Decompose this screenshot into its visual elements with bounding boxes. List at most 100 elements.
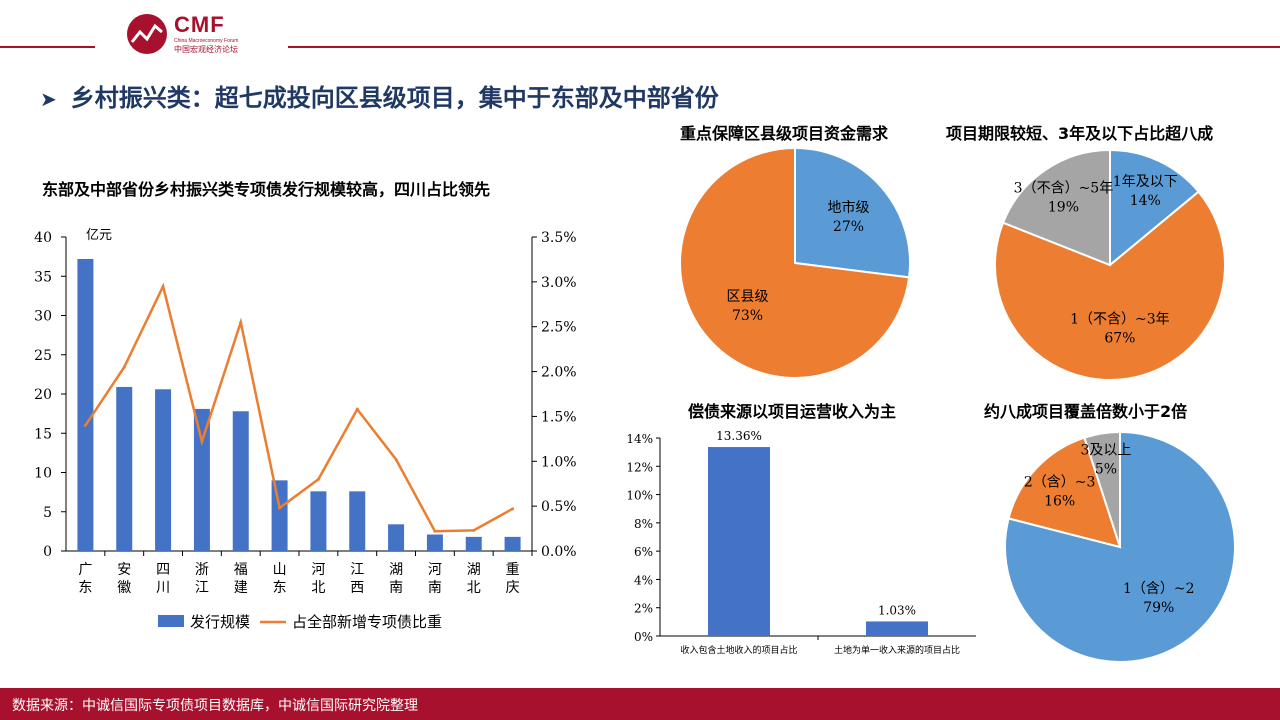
y-axis-unit-label: 亿元 bbox=[86, 228, 112, 243]
bar-value-label: 1.03% bbox=[878, 603, 916, 617]
bar bbox=[116, 386, 133, 551]
cmf-logo: CMF China Macroeconomy Forum 中国宏观经济论坛 bbox=[125, 10, 285, 60]
x-tick-label: 收入包含土地收入的项目占比 bbox=[680, 644, 797, 656]
x-tick-label-char: 重 bbox=[506, 562, 520, 578]
x-tick-label-char: 北 bbox=[311, 580, 325, 596]
line-point bbox=[511, 507, 515, 511]
chart-title-level-pie: 重点保障区县级项目资金需求 bbox=[680, 124, 889, 143]
x-tick-label-char: 川 bbox=[156, 580, 170, 596]
y-tick-label: 12% bbox=[626, 460, 653, 474]
bar bbox=[310, 491, 327, 551]
share-line bbox=[84, 282, 514, 533]
line-point bbox=[83, 423, 87, 427]
pie-slice bbox=[1001, 148, 1111, 267]
chart-title-coverage-pie: 约八成项目覆盖倍数小于2倍 bbox=[984, 402, 1188, 421]
repayment-bar-chart: 0% 2% 4% 6% 8% 10% 12% 14% 13.36% 收入包含土地收入的项目占比 1.… bbox=[626, 429, 976, 656]
pie-value-label: 73% bbox=[732, 308, 763, 324]
x-tick-label-char: 安 bbox=[117, 562, 131, 578]
y-tick-label-left: 30 bbox=[34, 309, 52, 325]
pie-value-label: 67% bbox=[1104, 330, 1135, 346]
bar bbox=[155, 389, 172, 551]
footer-bar: 数据来源：中诚信国际专项债项目数据库，中诚信国际研究院整理 bbox=[0, 688, 1280, 720]
pie-label: 地市级 bbox=[827, 199, 869, 216]
y-tick-label-right: 2.0% bbox=[541, 365, 577, 381]
x-tick-label-char: 四 bbox=[156, 562, 170, 578]
logo-text: CMF bbox=[174, 12, 225, 37]
x-tick-label-char: 东 bbox=[78, 580, 92, 596]
bar bbox=[465, 536, 482, 551]
chart-title-provinces: 东部及中部省份乡村振兴类专项债发行规模较高，四川占比领先 bbox=[42, 180, 491, 199]
x-tick-label-char: 江 bbox=[350, 562, 364, 578]
line-point bbox=[200, 440, 204, 444]
y-tick-label-left: 20 bbox=[34, 387, 52, 403]
pie-slice bbox=[1109, 148, 1201, 268]
pie-value-label: 27% bbox=[833, 219, 864, 235]
bar bbox=[866, 621, 928, 636]
pie-slice bbox=[794, 146, 911, 279]
pie-slice bbox=[679, 146, 911, 379]
y-tick-label: 10% bbox=[626, 489, 653, 503]
logo-mark-icon bbox=[127, 14, 167, 54]
pie-slice bbox=[1083, 430, 1121, 548]
pie-value-label: 14% bbox=[1130, 193, 1161, 209]
y-tick-label-left: 15 bbox=[34, 426, 52, 442]
bar bbox=[349, 491, 366, 551]
x-tick-label-char: 南 bbox=[428, 580, 442, 596]
province-combo-chart: 0 5 10 15 20 25 30 35 40 0.0% 0.5% 1.0% 1.5% 2.0% 2.5%… bbox=[34, 228, 577, 631]
pie-label: 1年及以下 bbox=[1113, 174, 1178, 190]
x-tick-label-char: 庆 bbox=[506, 580, 520, 596]
pie-label: 3及以上 bbox=[1081, 442, 1132, 458]
x-tick-label-char: 山 bbox=[273, 562, 287, 578]
x-tick-label-char: 北 bbox=[467, 580, 481, 596]
pie-label: 1（不含）~3年 bbox=[1070, 311, 1170, 327]
x-tick-label-char: 河 bbox=[428, 562, 442, 578]
legend-swatch-bar bbox=[158, 615, 184, 627]
bar bbox=[426, 534, 443, 551]
y-tick-label-right: 1.0% bbox=[541, 454, 577, 470]
bar bbox=[232, 411, 249, 551]
pie-value-label: 79% bbox=[1143, 600, 1174, 616]
x-tick-label: 土地为单一收入来源的项目占比 bbox=[834, 644, 960, 656]
y-tick-label-left: 5 bbox=[43, 505, 52, 521]
pie-slice bbox=[994, 190, 1226, 381]
pie-label: 区县级 bbox=[727, 289, 769, 305]
chart-title-repayment: 偿债来源以项目运营收入为主 bbox=[688, 402, 897, 421]
pie-value-label: 19% bbox=[1048, 200, 1079, 216]
x-tick-label-char: 东 bbox=[273, 580, 287, 596]
x-tick-label-char: 福 bbox=[234, 562, 248, 578]
y-tick-label-right: 3.5% bbox=[541, 230, 577, 246]
header-rule-right bbox=[288, 46, 1280, 48]
line-point bbox=[122, 365, 126, 369]
pie-slice bbox=[1004, 430, 1236, 663]
pie-label: 2（含）~3 bbox=[1024, 474, 1096, 490]
bar bbox=[388, 524, 405, 551]
line-point bbox=[161, 284, 165, 288]
pie-value-label: 16% bbox=[1044, 493, 1075, 509]
y-tick-label-right: 0.0% bbox=[541, 544, 577, 560]
y-tick-label-right: 2.5% bbox=[541, 320, 577, 336]
line-point bbox=[472, 528, 476, 532]
header-rule-left bbox=[0, 46, 95, 48]
y-tick-label: 2% bbox=[634, 602, 653, 616]
y-tick-label: 6% bbox=[634, 545, 653, 559]
line-point bbox=[278, 506, 282, 510]
y-tick-label-left: 25 bbox=[34, 348, 52, 364]
chart-title-term-pie: 项目期限较短、3年及以下占比超八成 bbox=[946, 124, 1214, 143]
line-point bbox=[394, 457, 398, 461]
logo-cn: 中国宏观经济论坛 bbox=[174, 45, 238, 54]
legend-label-bar: 发行规模 bbox=[190, 613, 250, 631]
bar bbox=[193, 408, 210, 551]
logo-subtitle: China Macroeconomy Forum bbox=[174, 38, 239, 44]
y-tick-label-right: 1.5% bbox=[541, 409, 577, 425]
line-point bbox=[316, 477, 320, 481]
y-tick-label: 14% bbox=[626, 432, 653, 446]
bar bbox=[708, 447, 770, 636]
source-note: 数据来源：中诚信国际专项债项目数据库，中诚信国际研究院整理 bbox=[12, 698, 418, 714]
section-title-text: 乡村振兴类：超七成投向区县级项目，集中于东部及中部省份 bbox=[70, 84, 719, 112]
y-tick-label: 4% bbox=[634, 573, 653, 587]
x-tick-label-char: 湖 bbox=[467, 562, 481, 578]
y-tick-label-left: 35 bbox=[34, 269, 52, 285]
y-tick-label-left: 10 bbox=[34, 466, 52, 482]
x-tick-label-char: 建 bbox=[234, 580, 248, 596]
x-tick-label-char: 徽 bbox=[117, 580, 131, 596]
